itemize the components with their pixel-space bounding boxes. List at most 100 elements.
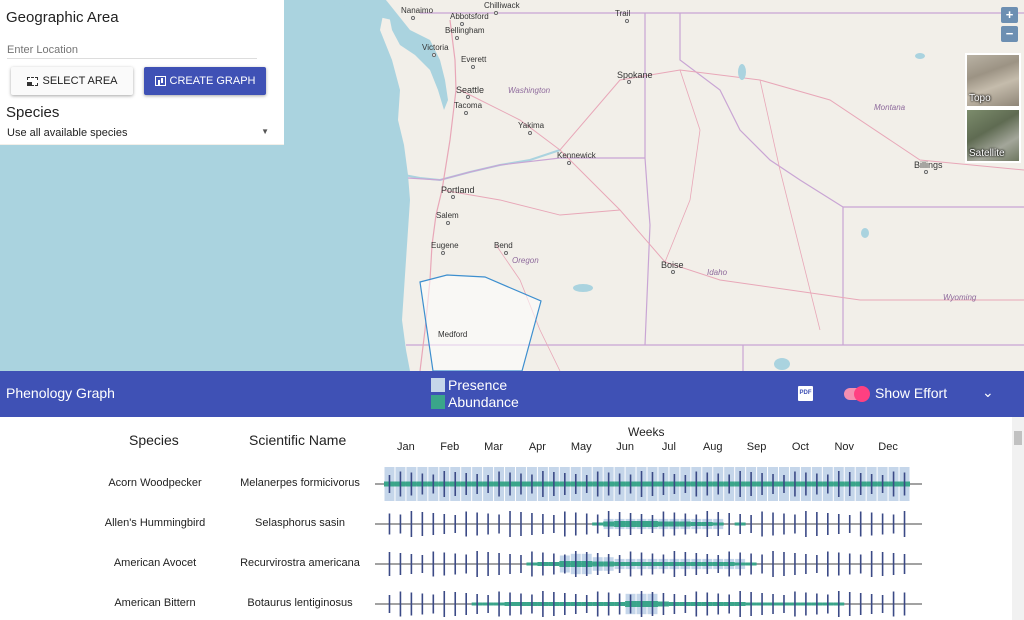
layer-satellite-label: Satellite [969, 148, 1005, 159]
city-label: Kennewick [557, 151, 596, 160]
city-marker-icon [471, 65, 475, 69]
city-label: Everett [461, 55, 487, 64]
species-scientific-name: Recurvirostra americana [240, 557, 360, 569]
phenology-toolbar: Phenology Graph Presence Abundance PDF S… [0, 371, 1024, 417]
city-label: Billings [914, 160, 943, 170]
city-marker-icon [441, 251, 445, 255]
month-label: Sep [746, 441, 767, 453]
city-label: Tacoma [454, 101, 483, 110]
species-column-header: Species [129, 432, 179, 448]
legend-presence: Presence [431, 377, 507, 393]
city-label: Medford [438, 330, 468, 339]
zoom-out-button[interactable]: − [1001, 26, 1018, 42]
city-label: Seattle [456, 85, 485, 95]
month-label: Jul [661, 441, 676, 453]
create-graph-button[interactable]: CREATE GRAPH [144, 67, 266, 95]
scrollbar-thumb[interactable] [1014, 431, 1022, 445]
weeks-header: Weeks [628, 425, 665, 439]
city-marker-icon [446, 221, 450, 225]
species-select[interactable]: Use all available species ▼ [7, 127, 269, 139]
city-label: Abbotsford [450, 12, 489, 21]
month-label: Aug [702, 441, 723, 453]
select-area-icon [26, 76, 38, 86]
month-label: Nov [834, 441, 855, 453]
bar-chart-icon [154, 76, 166, 86]
city-label: Bend [494, 241, 513, 250]
city-marker-icon [924, 170, 928, 174]
city-label: Yakima [518, 121, 545, 130]
city-marker-icon [466, 95, 470, 99]
city-marker-icon [625, 19, 629, 23]
layer-topo-label: Topo [969, 93, 991, 104]
species-common-name: American Avocet [113, 557, 197, 569]
species-common-name: American Bittern [114, 597, 196, 609]
map[interactable]: Nanaimo Chilliwack Abbotsford Trail Bellingh… [0, 0, 1024, 371]
city-marker-icon [504, 251, 508, 255]
phenology-graph: Species Scientific Name Weeks Jan Feb Mar A… [0, 417, 1024, 620]
zoom-in-button[interactable]: + [1001, 7, 1018, 23]
presence-swatch [431, 378, 445, 392]
show-effort-toggle[interactable] [844, 386, 870, 402]
city-marker-icon [671, 270, 675, 274]
scientific-name-column-header: Scientific Name [249, 432, 347, 448]
state-label: Montana [874, 103, 906, 112]
geographic-area-panel: Geographic Area SELECT AREA CREATE GRAPH… [0, 0, 284, 144]
month-label: Jan [397, 441, 415, 453]
species-select-value: Use all available species [7, 127, 128, 139]
city-label: Eugene [431, 241, 459, 250]
city-label: Nanaimo [401, 6, 434, 15]
month-label: May [570, 441, 592, 453]
state-label: Oregon [512, 256, 539, 265]
city-marker-icon [494, 11, 498, 15]
dropdown-arrow-icon: ▼ [261, 127, 269, 136]
month-label: Apr [528, 441, 546, 453]
map-canvas [0, 0, 1024, 371]
month-label: Feb [440, 441, 460, 453]
layer-topo-button[interactable]: Topo [965, 53, 1021, 108]
scrollbar[interactable] [1012, 417, 1024, 620]
city-marker-icon [460, 22, 464, 26]
species-common-name: Allen's Hummingbird [104, 517, 206, 529]
city-marker-icon [451, 195, 455, 199]
species-scientific-name: Selasphorus sasin [255, 517, 345, 529]
show-effort-label: Show Effort [875, 385, 948, 401]
pdf-download-icon[interactable]: PDF [798, 386, 813, 401]
city-marker-icon [464, 111, 468, 115]
legend-abundance: Abundance [431, 394, 519, 410]
phenology-graph-title: Phenology Graph [6, 385, 115, 401]
legend-abundance-label: Abundance [448, 394, 519, 410]
city-label: Victoria [422, 43, 449, 52]
month-label: Jun [616, 441, 634, 453]
legend-presence-label: Presence [448, 377, 508, 393]
city-label: Trail [615, 9, 631, 18]
month-label: Dec [878, 441, 898, 453]
city-marker-icon [528, 131, 532, 135]
species-scientific-name: Melanerpes formicivorus [240, 477, 360, 489]
month-label: Mar [484, 441, 504, 453]
species-title: Species [6, 104, 60, 121]
city-marker-icon [455, 36, 459, 40]
location-input[interactable] [7, 44, 257, 59]
selected-area-polygon [419, 274, 542, 371]
chevron-down-icon[interactable]: ⌄ [982, 384, 994, 400]
city-label: Salem [436, 211, 459, 220]
city-marker-icon [627, 80, 631, 84]
select-area-button[interactable]: SELECT AREA [11, 67, 133, 95]
select-area-label: SELECT AREA [42, 75, 118, 87]
city-marker-icon [432, 53, 436, 57]
abundance-swatch [431, 395, 445, 409]
layer-satellite-button[interactable]: Satellite [965, 108, 1021, 163]
create-graph-label: CREATE GRAPH [169, 75, 256, 87]
city-label: Spokane [617, 70, 653, 80]
city-marker-icon [411, 16, 415, 20]
city-label: Boise [661, 260, 684, 270]
city-label: Bellingham [445, 26, 485, 35]
species-common-name: Acorn Woodpecker [108, 477, 202, 489]
state-label: Wyoming [943, 293, 977, 302]
city-label: Portland [441, 185, 475, 195]
geographic-area-title: Geographic Area [6, 9, 119, 26]
city-label: Chilliwack [484, 1, 520, 10]
city-marker-icon [567, 161, 571, 165]
state-label: Idaho [707, 268, 728, 277]
species-scientific-name: Botaurus lentiginosus [247, 597, 353, 609]
